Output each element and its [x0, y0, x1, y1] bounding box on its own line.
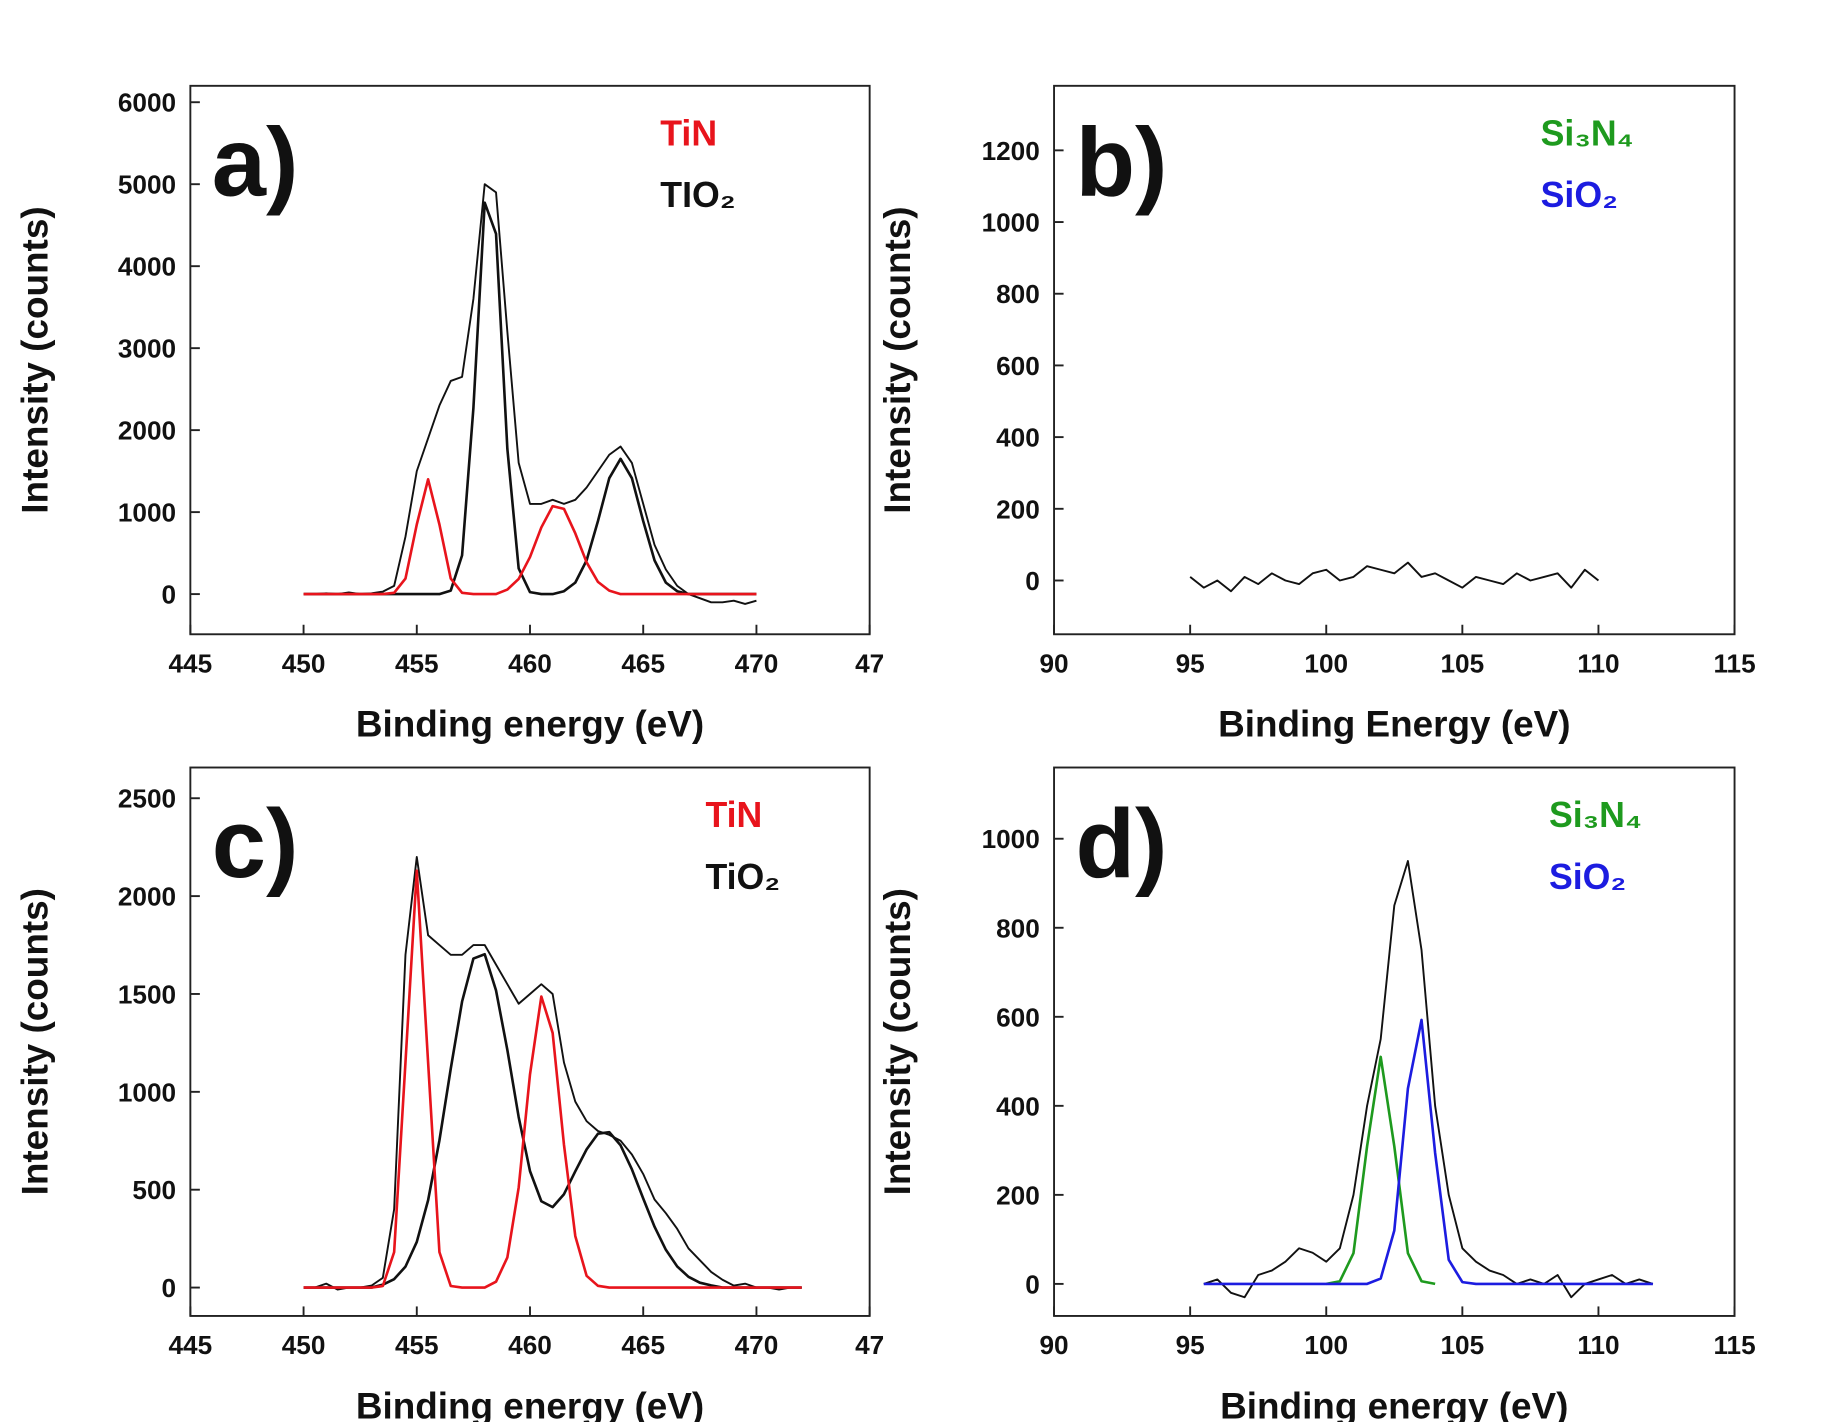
y-tick-label: 1200	[982, 136, 1040, 166]
spectrum-line	[1189, 561, 1600, 593]
y-tick-label: 600	[996, 1002, 1040, 1032]
y-tick-label: 2000	[118, 882, 176, 912]
y-tick-label: 2000	[118, 416, 176, 446]
spectrum-line	[303, 869, 802, 1289]
x-tick-label: 100	[1304, 1330, 1348, 1360]
legend-label: SiO₂	[1541, 175, 1618, 215]
y-tick-label: 800	[996, 279, 1040, 309]
y-axis-title: Intensity (counts)	[877, 206, 918, 513]
panel: 90 95 100 105 110 115 0 200 400 600 800 1000 Binding…	[877, 766, 1756, 1422]
legend-label: TiO₂	[705, 857, 780, 897]
y-tick-label: 400	[996, 423, 1040, 453]
x-tick-label: 470	[735, 648, 779, 678]
x-tick-label: 115	[1713, 1330, 1755, 1360]
y-axis-title: Intensity (counts)	[15, 206, 56, 513]
y-axis-title: Intensity (counts)	[877, 888, 918, 1195]
x-axis-title: Binding energy (eV)	[356, 1385, 704, 1422]
legend-label: Si₃N₄	[1541, 113, 1634, 153]
x-tick-label: 465	[621, 1330, 665, 1360]
x-tick-label: 47	[855, 1330, 884, 1360]
x-axis-title: Binding Energy (eV)	[1218, 704, 1570, 745]
x-tick-label: 445	[169, 1330, 213, 1360]
spectrum-line	[303, 952, 802, 1289]
legend-label: TiN	[705, 795, 762, 835]
spectrum-line	[1203, 1018, 1653, 1286]
y-tick-label: 5000	[118, 170, 176, 200]
legend-label: Si₃N₄	[1549, 795, 1642, 835]
y-axis-title: Intensity (counts)	[15, 888, 56, 1195]
spectrum-line	[303, 856, 802, 1291]
x-tick-label: 115	[1713, 648, 1755, 678]
x-tick-label: 460	[508, 648, 552, 678]
panel: 445 450 455 460 465 470 4705001000150020002500…	[15, 766, 884, 1422]
y-tick-label: 400	[996, 1091, 1040, 1121]
y-tick-label: 1000	[982, 208, 1040, 238]
panel-label: c)	[212, 789, 299, 898]
x-tick-label: 450	[282, 1330, 326, 1360]
spectrum-line	[303, 201, 757, 596]
x-tick-label: 450	[282, 648, 326, 678]
y-tick-label: 2500	[118, 784, 176, 814]
spectrum-line	[1203, 860, 1654, 1299]
y-tick-label: 6000	[118, 88, 176, 118]
y-tick-label: 800	[996, 913, 1040, 943]
x-tick-label: 105	[1441, 1330, 1485, 1360]
x-axis-title: Binding energy (eV)	[356, 704, 704, 745]
spectrum-line	[303, 478, 757, 596]
y-tick-label: 600	[996, 351, 1040, 381]
spectrum-line	[1325, 1055, 1436, 1286]
y-tick-label: 0	[162, 1273, 177, 1303]
y-tick-label: 200	[996, 1180, 1040, 1210]
panel-label: b)	[1075, 107, 1167, 216]
y-tick-label: 0	[1025, 1269, 1040, 1299]
x-tick-label: 105	[1441, 648, 1485, 678]
x-tick-label: 95	[1176, 648, 1205, 678]
x-tick-label: 460	[508, 1330, 552, 1360]
x-tick-label: 100	[1304, 648, 1348, 678]
spectrum-line	[303, 183, 757, 605]
y-tick-label: 1000	[118, 498, 176, 528]
y-tick-label: 1000	[118, 1077, 176, 1107]
x-tick-label: 95	[1176, 1330, 1205, 1360]
y-tick-label: 3000	[118, 334, 176, 364]
x-tick-label: 470	[735, 1330, 779, 1360]
x-tick-label: 47	[855, 648, 884, 678]
y-tick-label: 4000	[118, 252, 176, 282]
x-tick-label: 110	[1577, 1330, 1619, 1360]
legend-label: TIO₂	[660, 175, 735, 215]
y-tick-label: 0	[162, 580, 177, 610]
y-tick-label: 200	[996, 494, 1040, 524]
x-tick-label: 455	[395, 1330, 439, 1360]
y-tick-label: 500	[132, 1175, 176, 1205]
legend-label: SiO₂	[1549, 857, 1626, 897]
x-tick-label: 90	[1040, 648, 1069, 678]
panel-label: d)	[1075, 789, 1167, 898]
x-tick-label: 455	[395, 648, 439, 678]
x-tick-label: 465	[621, 648, 665, 678]
y-tick-label: 0	[1025, 566, 1040, 596]
panel: 445 450 455 460 465 470 4701000200030004000500…	[15, 84, 884, 745]
x-tick-label: 110	[1577, 648, 1619, 678]
panel-label: a)	[212, 107, 299, 216]
plot-frame	[1053, 766, 1736, 1317]
plot-frame	[1053, 84, 1736, 636]
x-tick-label: 90	[1040, 1330, 1069, 1360]
legend-label: TiN	[660, 113, 717, 153]
y-tick-label: 1000	[982, 824, 1040, 854]
panel: 90 95 100 105 110 115 0 200 400 600 800 1000 1200 Bin…	[877, 84, 1756, 745]
y-tick-label: 1500	[118, 979, 176, 1009]
x-tick-label: 445	[169, 648, 213, 678]
x-axis-title: Binding energy (eV)	[1220, 1385, 1568, 1422]
